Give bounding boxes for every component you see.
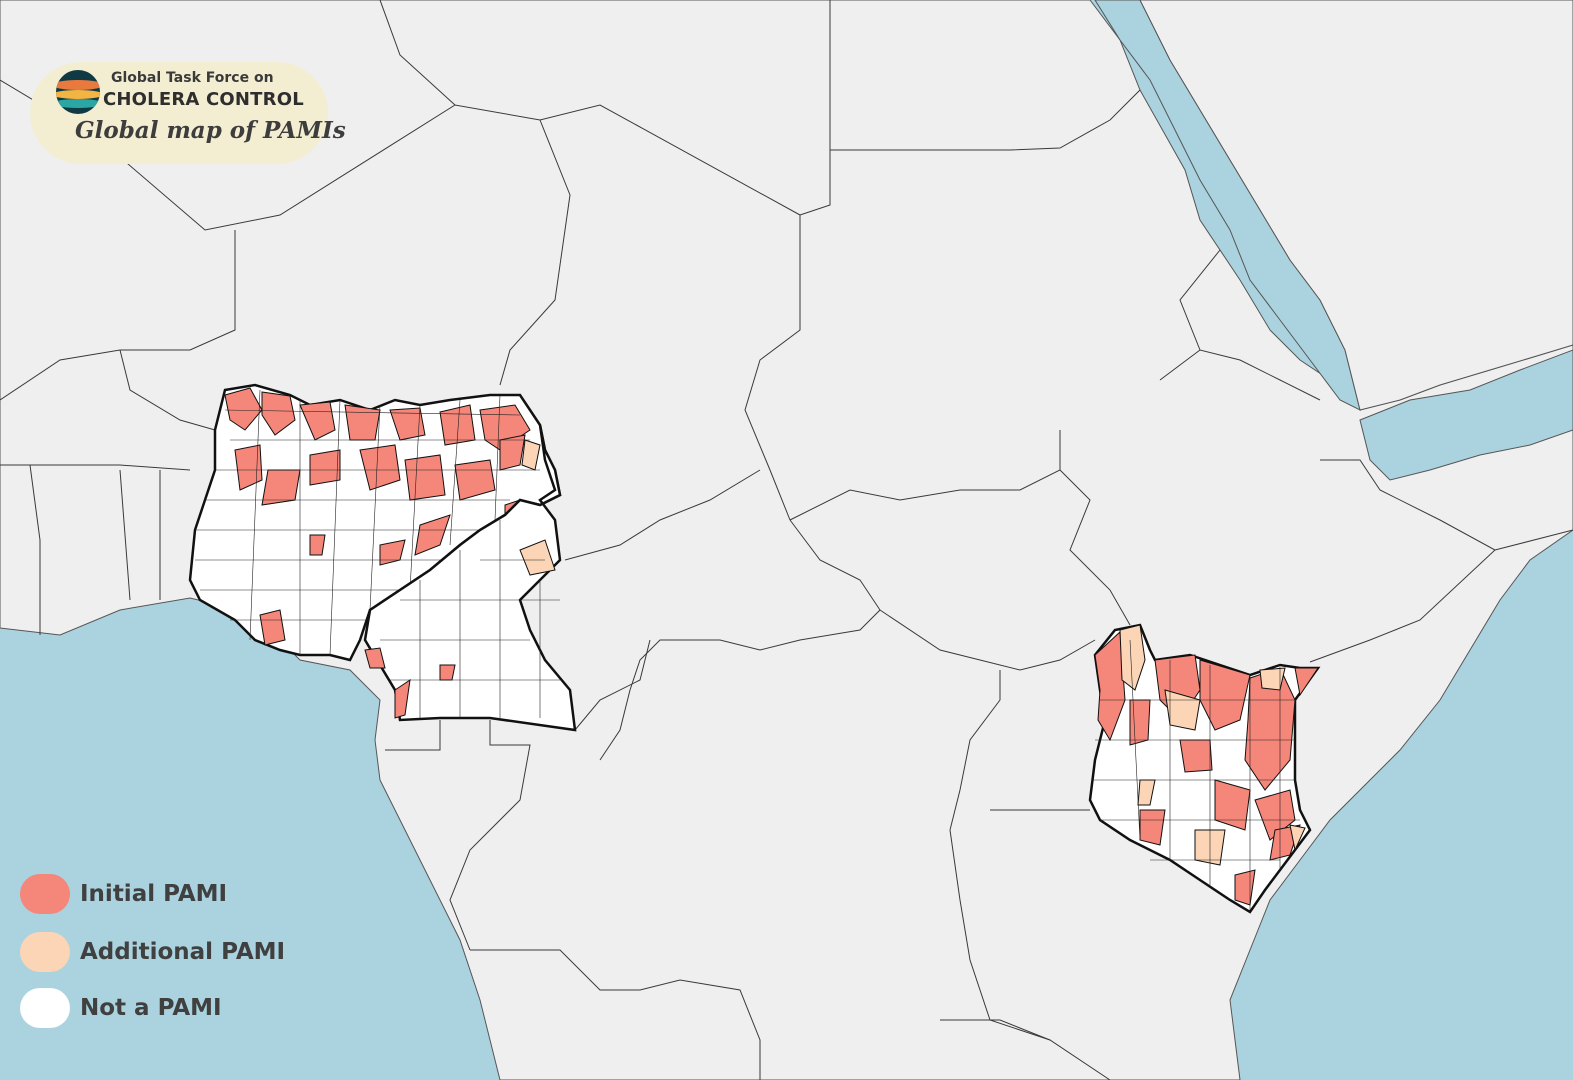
cameroon-districts bbox=[380, 520, 560, 718]
cameroon bbox=[363, 424, 577, 732]
kenya bbox=[1088, 623, 1321, 914]
cameroon-initial-pami bbox=[364, 647, 456, 719]
legend-label-additional-pami: Additional PAMI bbox=[80, 939, 286, 965]
org-name-line1: Global Task Force on bbox=[111, 70, 274, 86]
nigeria-districts bbox=[195, 389, 540, 656]
kenya-districts bbox=[1092, 639, 1300, 910]
legend-label-initial-pami: Initial PAMI bbox=[80, 881, 228, 907]
cameroon-additional-pami bbox=[519, 539, 556, 576]
gtfcc-logo-icon bbox=[56, 70, 100, 114]
gulf-of-aden bbox=[1359, 349, 1573, 481]
legend-swatch-additional-pami bbox=[20, 932, 70, 972]
legend-label-not-pami: Not a PAMI bbox=[80, 995, 222, 1021]
org-name-line2: CHOLERA CONTROL bbox=[103, 89, 304, 110]
legend-swatch-not-pami bbox=[20, 988, 70, 1028]
arabian-peninsula bbox=[1139, 0, 1573, 411]
legend-swatch-initial-pami bbox=[20, 874, 70, 914]
nigeria-initial-pami bbox=[224, 387, 531, 646]
kenya-additional-pami bbox=[1119, 624, 1306, 866]
map-title: Global map of PAMIs bbox=[75, 117, 346, 144]
kenya-initial-pami bbox=[1094, 630, 1319, 906]
